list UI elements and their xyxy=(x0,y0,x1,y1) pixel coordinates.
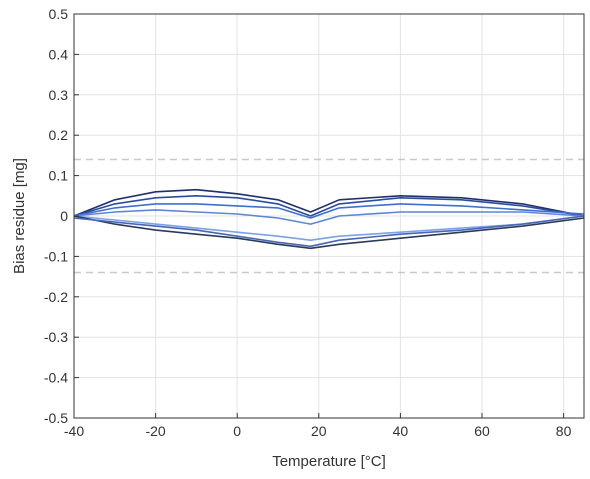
series-line xyxy=(73,203,585,219)
y-tick-label: 0.3 xyxy=(49,87,69,103)
y-tick-label: 0.1 xyxy=(49,168,69,184)
y-tick-label: 0.4 xyxy=(49,46,69,62)
x-tick-label: -40 xyxy=(64,423,84,439)
y-tick-label: -0.2 xyxy=(44,289,68,305)
x-tick-label: 60 xyxy=(474,423,490,439)
x-tick-label: 20 xyxy=(311,423,327,439)
x-tick-label: -20 xyxy=(145,423,165,439)
tick-layer xyxy=(73,13,565,419)
y-tick-label: 0 xyxy=(60,208,68,224)
x-tick-label: 0 xyxy=(233,423,241,439)
series-layer xyxy=(73,188,585,250)
series-line xyxy=(73,215,585,248)
threshold-layer xyxy=(74,158,584,274)
series-line xyxy=(73,215,585,250)
y-tick-label: 0.5 xyxy=(49,6,69,22)
y-tick-label: 0.2 xyxy=(49,127,69,143)
y-tick-label: -0.5 xyxy=(44,410,68,426)
y-tick-label: -0.1 xyxy=(44,248,68,264)
x-tick-label: 80 xyxy=(556,423,572,439)
grid-layer xyxy=(73,13,584,419)
x-axis-label: Temperature [°C] xyxy=(272,453,386,470)
series-line xyxy=(73,209,585,225)
series-line xyxy=(73,215,585,241)
x-tick-label: 40 xyxy=(393,423,409,439)
y-tick-label: -0.4 xyxy=(44,370,68,386)
series-line xyxy=(73,195,585,217)
label-layer: -40 -20 0 20 40 60 80 0.5 0.4 0.3 0.2 0.1 0 -0.1 -0.2 -… xyxy=(44,6,572,439)
y-axis-label: Bias residue [mg] xyxy=(11,158,28,274)
series-line xyxy=(73,188,585,217)
y-tick-label: -0.3 xyxy=(44,329,68,345)
